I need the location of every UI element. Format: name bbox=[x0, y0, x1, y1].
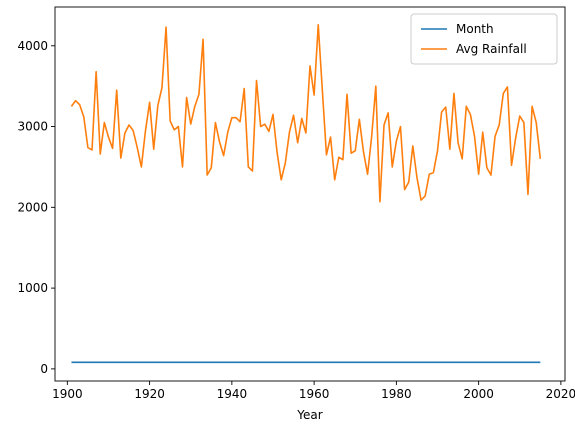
x-tick-label: 1940 bbox=[217, 387, 248, 401]
x-axis: 1900 1920 1940 1960 1980 2000 2020 bbox=[52, 381, 575, 401]
legend-box bbox=[410, 13, 558, 65]
y-tick-label: 4000 bbox=[17, 39, 48, 53]
y-tick-label: 2000 bbox=[17, 200, 48, 214]
series-layer bbox=[70, 23, 542, 364]
x-tick-label: 1920 bbox=[134, 387, 165, 401]
x-tick-label: 2020 bbox=[546, 387, 575, 401]
x-tick-label: 1980 bbox=[381, 387, 412, 401]
y-tick-label: 1000 bbox=[17, 281, 48, 295]
x-tick-label: 1960 bbox=[299, 387, 330, 401]
series-line-avg-rainfall bbox=[70, 23, 542, 203]
y-axis: 0 1000 2000 3000 4000 bbox=[17, 39, 55, 376]
legend-label-avg-rainfall: Avg Rainfall bbox=[456, 42, 527, 56]
x-axis-label: Year bbox=[296, 408, 322, 422]
legend: Month Avg Rainfall bbox=[410, 13, 558, 65]
y-tick-label: 3000 bbox=[17, 120, 48, 134]
legend-label-month: Month bbox=[456, 22, 494, 36]
plot-frame bbox=[54, 6, 566, 382]
y-tick-label: 0 bbox=[40, 362, 48, 376]
x-tick-label: 1900 bbox=[52, 387, 83, 401]
x-tick-label: 2000 bbox=[463, 387, 494, 401]
